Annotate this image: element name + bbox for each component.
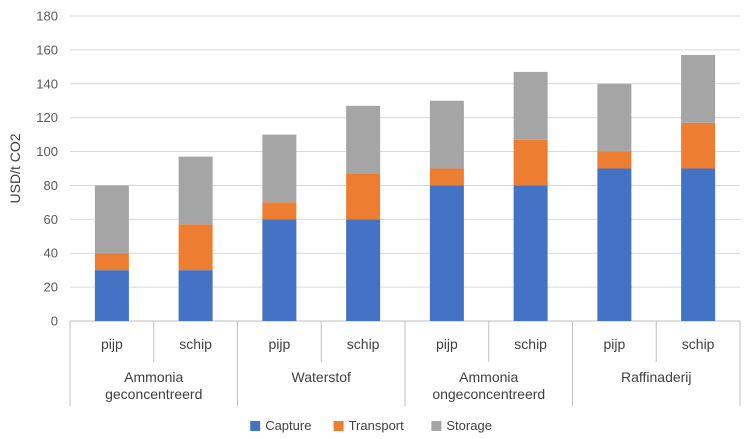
bar-storage-2 [178,156,213,225]
y-tick-label: 160 [36,42,58,57]
x-group-label: Ammonia [124,369,183,385]
x-group-label: Raffinaderij [621,369,692,385]
bar-capture-7 [597,168,632,321]
x-group-label: geconcentreerd [105,386,202,402]
bar-transport-6 [513,139,548,186]
legend-label-transport: Transport [349,418,405,433]
gridlines [70,15,740,322]
x-category-label: schip [514,336,547,352]
x-group-label: Waterstof [292,369,351,385]
bar-transport-2 [178,224,213,271]
y-axis-ticks: 0 20 40 60 80 100 120 140 160 180 [36,9,58,329]
legend-label-capture: Capture [265,418,311,433]
y-tick-label: 140 [36,76,58,91]
x-category-label: pijp [436,336,458,352]
bar-transport-3 [262,202,297,220]
bar-storage-4 [346,105,381,174]
bar-transport-7 [597,151,632,169]
bar-capture-8 [681,168,716,321]
y-tick-label: 40 [44,246,58,261]
x-category-label: pijp [268,336,290,352]
y-tick-label: 80 [44,178,58,193]
x-category-label: pijp [101,336,123,352]
bars [94,54,716,321]
bar-storage-7 [597,83,632,152]
legend-label-storage: Storage [446,418,492,433]
bar-transport-4 [346,173,381,220]
bar-transport-5 [429,168,464,186]
x-category-label: schip [347,336,380,352]
bar-storage-6 [513,71,548,140]
x-category-label: schip [179,336,212,352]
bar-storage-1 [94,185,129,254]
legend-swatch-capture [250,421,261,431]
y-tick-label: 100 [36,144,58,159]
bar-storage-3 [262,134,297,203]
bar-capture-5 [429,185,464,321]
bar-capture-2 [178,270,213,321]
bar-capture-3 [262,219,297,321]
bar-capture-4 [346,219,381,321]
x-category-label: pijp [603,336,625,352]
legend-swatch-transport [333,421,344,431]
x-group-label: Ammonia [459,369,518,385]
y-tick-label: 0 [51,314,58,329]
y-tick-label: 60 [44,212,58,227]
bar-storage-5 [429,100,464,169]
legend: Capture Transport Storage [250,418,492,433]
bar-capture-6 [513,185,548,321]
bar-storage-8 [681,54,716,123]
x-axis: pijp schip pijp schip pijp schip pijp schip Ammo… [69,321,741,406]
bar-transport-8 [681,122,716,169]
bar-capture-1 [94,270,129,321]
y-tick-label: 120 [36,110,58,125]
y-axis-label: USD/t CO2 [7,133,23,203]
bar-transport-1 [94,253,129,271]
legend-swatch-storage [431,421,442,431]
y-tick-label: 20 [44,280,58,295]
x-category-label: schip [682,336,715,352]
y-tick-label: 180 [36,9,58,24]
x-group-label: ongeconcentreerd [432,386,545,402]
